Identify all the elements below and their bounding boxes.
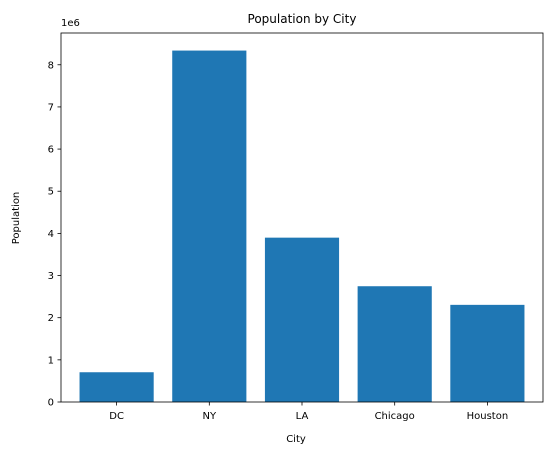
y-axis-label: Population — [11, 192, 22, 245]
bar-chicago — [357, 286, 432, 402]
plot-area — [79, 50, 525, 402]
bar-la — [264, 237, 340, 402]
y-tick-label: 4 — [48, 229, 54, 240]
x-tick-label: LA — [296, 411, 309, 422]
y-tick-label: 8 — [48, 60, 54, 71]
x-tick-label: Houston — [467, 411, 509, 422]
x-tick-label: DC — [109, 411, 124, 422]
y-tick-label: 7 — [48, 102, 54, 113]
plot-frame — [60, 32, 544, 403]
y-tick-label: 0 — [48, 398, 54, 409]
bar-houston — [450, 304, 525, 402]
x-tick-label: NY — [203, 411, 217, 422]
y-tick-label: 5 — [48, 187, 54, 198]
bar-dc — [79, 372, 154, 402]
y-axis-ticks: 0 1 2 3 4 5 6 7 8 — [48, 60, 61, 409]
chart-title: Population by City — [248, 12, 357, 26]
y-axis-offset-label: 1e6 — [61, 18, 80, 29]
bar-ny — [172, 50, 247, 402]
x-axis-label: City — [286, 434, 306, 445]
x-axis-ticks: DC NY LA Chicago Houston — [109, 402, 508, 422]
y-tick-label: 1 — [48, 355, 54, 366]
x-tick-label: Chicago — [375, 411, 415, 422]
y-tick-label: 2 — [48, 313, 54, 324]
y-tick-label: 6 — [48, 145, 54, 156]
y-tick-label: 3 — [48, 271, 54, 282]
